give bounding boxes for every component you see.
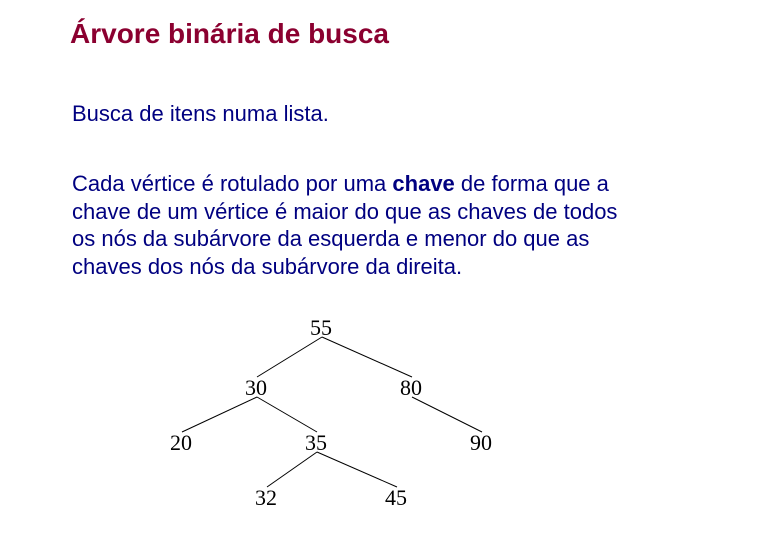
- tree-edge: [322, 337, 412, 377]
- tree-node: 45: [385, 485, 407, 511]
- tree-edge: [317, 452, 397, 487]
- tree-edge: [257, 337, 322, 377]
- tree-edge: [257, 397, 317, 432]
- tree-edge: [182, 397, 257, 432]
- tree-node: 20: [170, 430, 192, 456]
- tree-node: 30: [245, 375, 267, 401]
- tree-node: 32: [255, 485, 277, 511]
- tree-node: 80: [400, 375, 422, 401]
- tree-edges: [0, 0, 780, 540]
- tree-edge: [412, 397, 482, 432]
- slide: Árvore binária de busca Busca de itens n…: [0, 0, 780, 540]
- tree-node: 55: [310, 315, 332, 341]
- tree-node: 35: [305, 430, 327, 456]
- tree-edge: [267, 452, 317, 487]
- tree-node: 90: [470, 430, 492, 456]
